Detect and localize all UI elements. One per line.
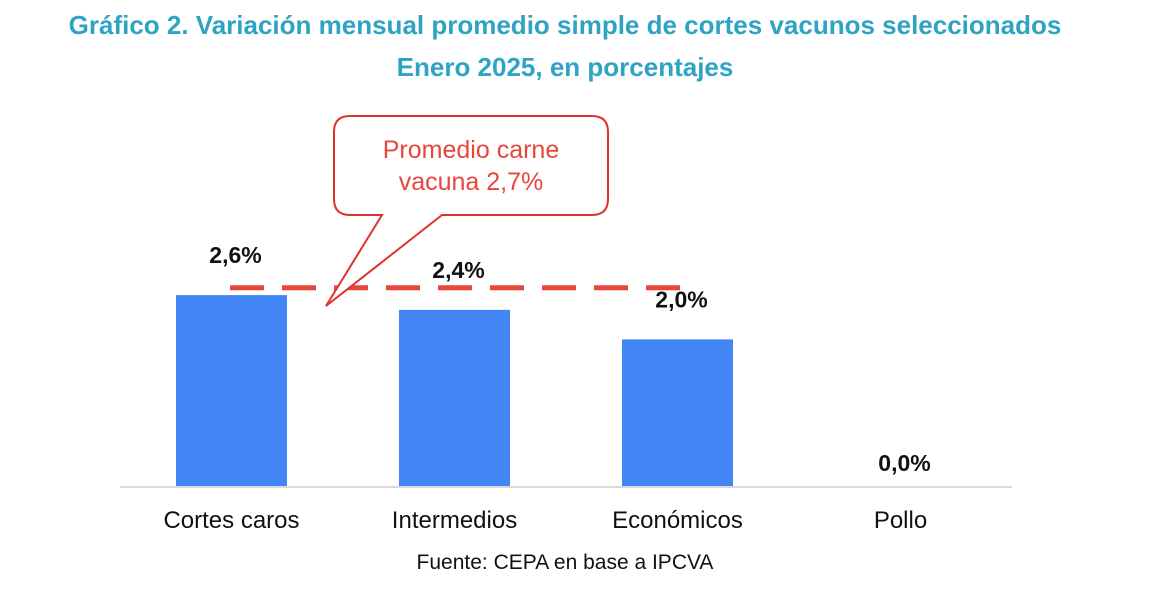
bar-value-label: 2,4%: [432, 257, 484, 283]
category-label: Intermedios: [392, 507, 517, 534]
category-label: Cortes caros: [163, 507, 299, 534]
average-callout-label-line-1: Promedio carne: [383, 136, 559, 164]
chart-title: Gráfico 2. Variación mensual promedio si…: [68, 10, 1062, 40]
category-label: Pollo: [874, 507, 927, 534]
bar-value-label: 2,6%: [209, 242, 261, 268]
bar: [399, 309, 510, 487]
bar-value-label: 0,0%: [878, 450, 930, 476]
average-callout-label-line-2: vacuna 2,7%: [399, 168, 544, 196]
source-note: Fuente: CEPA en base a IPCVA: [416, 551, 714, 574]
bar-value-label: 2,0%: [655, 286, 707, 312]
bar: [176, 295, 287, 487]
category-label: Económicos: [612, 507, 743, 534]
bar: [622, 339, 733, 487]
chart-subtitle: Enero 2025, en porcentajes: [396, 52, 734, 82]
average-callout: [325, 115, 609, 307]
